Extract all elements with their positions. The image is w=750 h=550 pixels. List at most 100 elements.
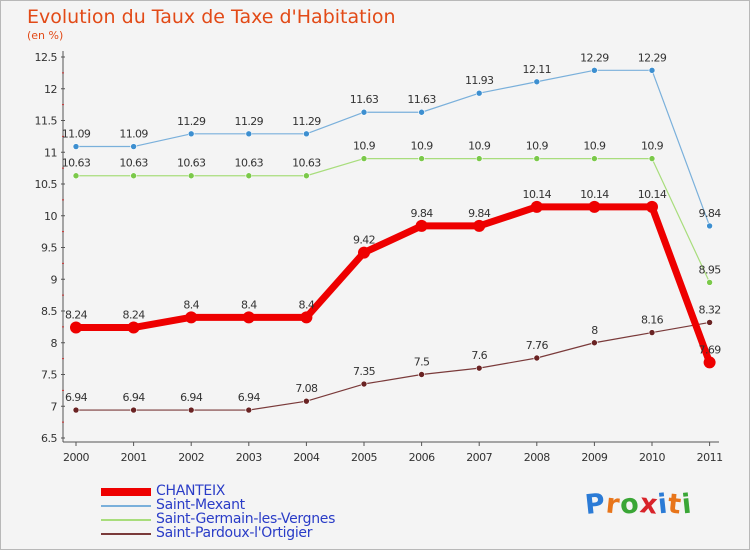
series-line-chanteix	[76, 203, 713, 364]
y-tick-label: 12	[44, 83, 57, 96]
data-point-saint-pardoux-l-ortigier	[533, 354, 541, 362]
data-label-saint-mexant: 12.11	[523, 63, 552, 76]
data-point-saint-pardoux-l-ortigier	[187, 406, 195, 414]
series-line-saint-pardoux-l-ortigier	[76, 321, 710, 411]
data-label-chanteix: 9.84	[468, 207, 491, 220]
series-line-saint-germain-les-vergnes	[76, 158, 711, 283]
data-point-saint-germain-les-vergnes	[418, 155, 425, 162]
data-label-chanteix: 8.4	[299, 298, 315, 311]
data-point-chanteix	[646, 200, 658, 213]
data-label-saint-mexant: 11.09	[119, 128, 148, 141]
data-point-saint-pardoux-l-ortigier	[130, 406, 137, 414]
x-tick-label: 2002	[178, 451, 204, 464]
legend-swatch	[101, 488, 151, 496]
data-label-chanteix: 8.24	[123, 309, 146, 322]
legend-item-saint-pardoux-l-ortigier: Saint-Pardoux-l'Ortigier	[101, 525, 401, 541]
data-label-saint-pardoux-l-ortigier: 8.32	[699, 303, 721, 316]
data-label-saint-germain-les-vergnes: 10.9	[468, 140, 491, 153]
x-tick-label: 2001	[121, 451, 147, 464]
y-tick-label: 7	[51, 400, 58, 413]
y-tick-label: 7.5	[41, 369, 57, 382]
data-point-chanteix	[242, 311, 255, 324]
data-label-chanteix: 8.4	[241, 298, 257, 311]
data-label-saint-mexant: 12.29	[580, 51, 609, 64]
data-label-chanteix: 8.24	[65, 309, 88, 322]
data-label-chanteix: 7.69	[699, 343, 722, 356]
data-label-saint-mexant: 11.63	[407, 93, 436, 106]
data-label-saint-mexant: 11.09	[62, 128, 91, 141]
legend: CHANTEIX Saint-Mexant Saint-Germain-les-Ve…	[101, 483, 401, 541]
data-label-saint-pardoux-l-ortigier: 7.5	[414, 356, 430, 369]
data-point-saint-germain-les-vergnes	[72, 172, 80, 180]
data-point-chanteix	[300, 311, 313, 324]
data-label-chanteix: 8.4	[183, 298, 199, 311]
legend-item-chanteix: CHANTEIX	[101, 483, 401, 499]
data-label-saint-pardoux-l-ortigier: 7.08	[295, 382, 318, 395]
y-tick-label: 12.5	[35, 51, 58, 64]
y-tick-label: 8	[51, 337, 58, 350]
data-point-saint-germain-les-vergnes	[591, 155, 598, 162]
y-tick-label: 11.5	[35, 115, 58, 128]
data-point-chanteix	[473, 219, 486, 232]
legend-item-saint-mexant: Saint-Mexant	[101, 497, 401, 513]
x-tick-label: 2011	[697, 451, 723, 464]
data-point-saint-pardoux-l-ortigier	[475, 364, 483, 372]
y-tick-label: 9.5	[41, 242, 57, 255]
data-point-chanteix	[358, 246, 370, 259]
data-label-saint-mexant: 11.29	[292, 115, 321, 128]
data-label-saint-germain-les-vergnes: 10.63	[292, 157, 321, 170]
data-point-chanteix	[588, 200, 601, 213]
data-point-saint-mexant	[706, 222, 713, 230]
data-point-saint-mexant	[130, 143, 137, 150]
legend-swatch	[101, 519, 151, 521]
data-point-saint-pardoux-l-ortigier	[418, 371, 425, 378]
chart-subtitle: (en %)	[27, 29, 64, 42]
x-tick-label: 2005	[351, 451, 377, 464]
legend-item-saint-germain-les-vergnes: Saint-Germain-les-Vergnes	[101, 511, 401, 527]
data-label-saint-mexant: 9.84	[699, 207, 722, 220]
x-tick-label: 2008	[524, 451, 550, 464]
logo-letter: i	[680, 488, 695, 521]
data-point-chanteix	[127, 321, 140, 334]
data-point-saint-pardoux-l-ortigier	[360, 380, 368, 388]
data-point-chanteix	[703, 356, 716, 369]
data-label-saint-mexant: 11.63	[350, 93, 379, 106]
data-label-saint-pardoux-l-ortigier: 8.16	[641, 314, 664, 327]
legend-swatch	[101, 533, 151, 535]
x-tick-label: 2000	[63, 451, 89, 464]
data-label-saint-germain-les-vergnes: 10.9	[526, 140, 549, 153]
data-label-saint-germain-les-vergnes: 8.95	[699, 263, 722, 276]
data-label-saint-pardoux-l-ortigier: 6.94	[123, 391, 146, 404]
data-point-saint-germain-les-vergnes	[475, 155, 483, 162]
data-label-saint-germain-les-vergnes: 10.63	[62, 157, 91, 170]
data-point-saint-mexant	[303, 130, 310, 138]
x-tick-label: 2006	[409, 451, 435, 464]
data-point-saint-pardoux-l-ortigier	[706, 319, 713, 326]
data-label-saint-pardoux-l-ortigier: 7.6	[471, 349, 487, 362]
data-point-chanteix	[185, 311, 198, 324]
data-label-saint-mexant: 12.29	[638, 51, 667, 64]
data-point-saint-germain-les-vergnes	[187, 172, 195, 180]
x-tick-label: 2003	[236, 451, 262, 464]
data-label-saint-germain-les-vergnes: 10.63	[235, 157, 264, 170]
legend-swatch	[101, 505, 151, 507]
data-label-saint-germain-les-vergnes: 10.63	[119, 157, 148, 170]
data-point-saint-germain-les-vergnes	[533, 155, 541, 162]
data-point-saint-mexant	[245, 130, 253, 138]
y-tick-label: 6.5	[41, 432, 57, 445]
proxiti-logo: Proxiti	[583, 488, 695, 521]
data-label-chanteix: 10.14	[638, 188, 667, 201]
data-point-saint-mexant	[475, 89, 483, 97]
data-point-saint-germain-les-vergnes	[130, 172, 137, 180]
data-point-saint-mexant	[591, 67, 598, 74]
data-label-saint-germain-les-vergnes: 10.9	[353, 140, 376, 153]
x-tick-label: 2004	[293, 451, 319, 464]
data-label-saint-pardoux-l-ortigier: 8	[591, 324, 598, 337]
data-point-saint-mexant	[187, 130, 195, 138]
data-point-chanteix	[530, 200, 543, 213]
data-point-saint-pardoux-l-ortigier	[303, 397, 310, 405]
x-tick-label: 2010	[639, 451, 665, 464]
y-tick-label: 9	[51, 273, 58, 286]
